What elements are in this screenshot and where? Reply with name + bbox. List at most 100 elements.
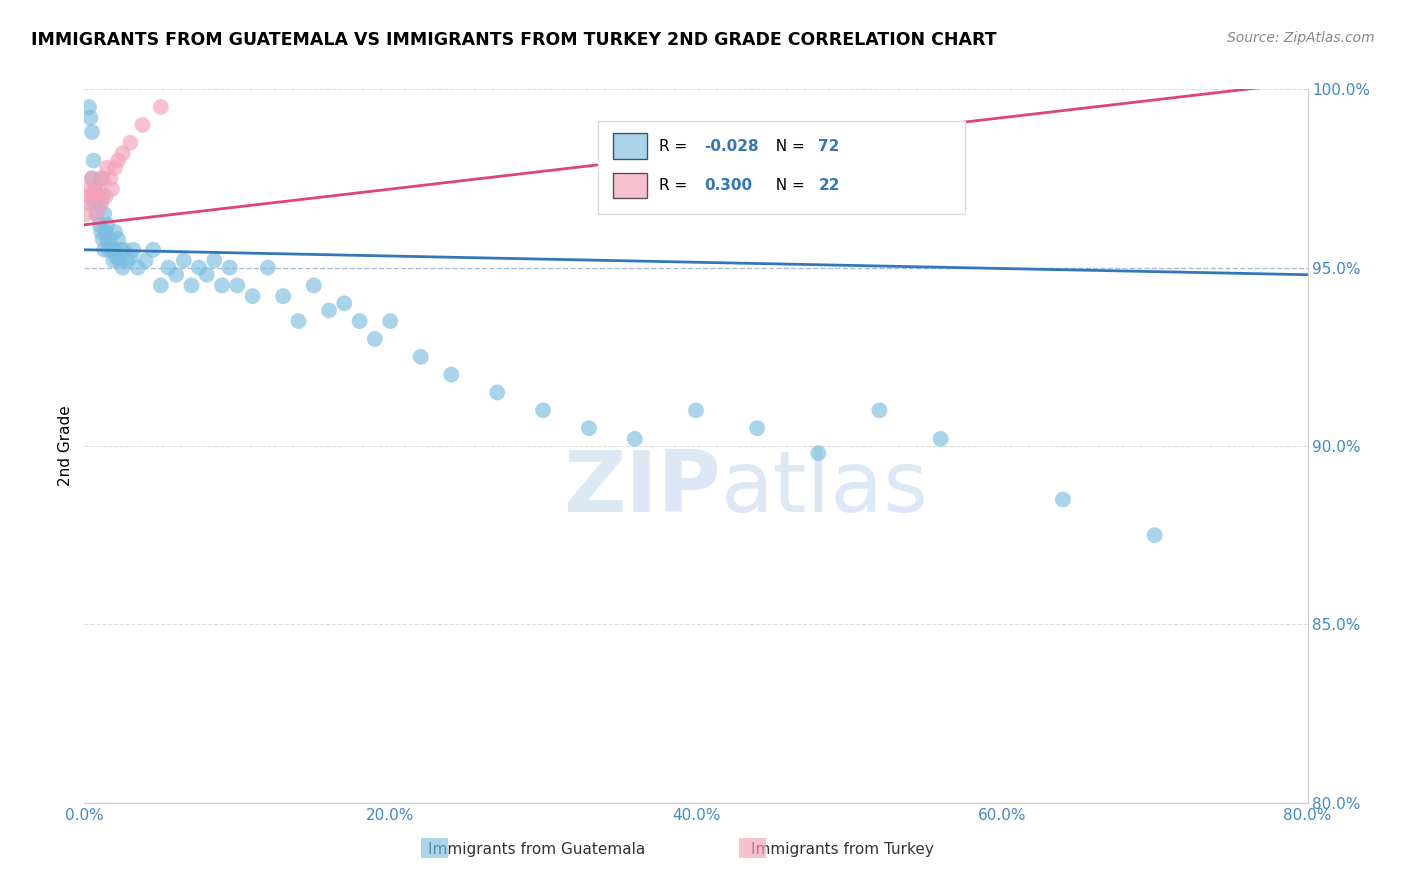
Point [1143,528,1166,542]
Y-axis label: 2nd Grade: 2nd Grade [58,406,73,486]
FancyBboxPatch shape [598,121,965,214]
Point [929,432,952,446]
Point [131,118,153,132]
Point [807,446,830,460]
Point [173,253,195,268]
Text: 22: 22 [818,178,839,193]
Text: N =: N = [766,139,810,153]
Point [90,225,112,239]
Point [202,253,225,268]
Point [333,296,356,310]
Point [96,161,118,175]
Point [180,278,202,293]
Point [90,171,112,186]
Point [75,207,97,221]
Point [87,189,110,203]
Point [624,432,647,446]
Point [218,260,240,275]
Point [287,314,309,328]
Text: IMMIGRANTS FROM GUATEMALA VS IMMIGRANTS FROM TURKEY 2ND GRADE CORRELATION CHART: IMMIGRANTS FROM GUATEMALA VS IMMIGRANTS … [31,31,997,49]
Point [195,268,218,282]
Point [157,260,180,275]
Point [349,314,371,328]
Point [110,243,132,257]
Point [98,232,121,246]
Point [79,196,101,211]
Point [165,268,187,282]
Point [86,207,108,221]
Text: Source: ZipAtlas.com: Source: ZipAtlas.com [1227,31,1375,45]
Point [107,232,129,246]
Point [80,125,103,139]
Point [93,243,115,257]
Point [142,243,165,257]
Point [98,171,121,186]
Point [105,250,128,264]
Point [149,278,172,293]
Point [115,253,138,268]
Point [257,260,280,275]
Point [86,207,108,221]
Bar [420,838,447,858]
Point [101,182,124,196]
Point [380,314,402,328]
Point [440,368,463,382]
Point [531,403,554,417]
Bar [738,838,766,858]
Point [94,189,117,203]
Point [84,182,107,196]
Point [242,289,264,303]
Text: -0.028: -0.028 [704,139,759,153]
Text: Immigrants from Turkey: Immigrants from Turkey [751,842,934,856]
Point [77,189,100,203]
Point [84,182,107,196]
Text: R =: R = [659,139,692,153]
FancyBboxPatch shape [613,173,647,198]
Point [486,385,509,400]
Point [104,161,127,175]
Point [83,153,105,168]
Text: R =: R = [659,178,692,193]
Point [87,189,110,203]
Point [91,171,114,186]
Point [364,332,387,346]
Text: ZIP: ZIP [562,447,720,531]
Point [80,171,103,186]
Point [120,250,142,264]
Point [578,421,600,435]
Point [318,303,340,318]
Point [80,171,103,186]
Point [127,260,149,275]
Point [83,189,105,203]
Point [149,100,172,114]
Text: 72: 72 [818,139,839,153]
Point [96,218,118,232]
Point [107,153,129,168]
Point [211,278,233,293]
Point [747,421,769,435]
Point [108,253,131,268]
Point [83,196,105,211]
Point [90,196,112,211]
Point [96,232,118,246]
Point [1052,492,1074,507]
Point [91,232,114,246]
Point [94,225,117,239]
Point [111,260,134,275]
Point [120,136,142,150]
Point [188,260,211,275]
Point [89,182,111,196]
Point [122,243,145,257]
Point [135,253,157,268]
Point [93,207,115,221]
Point [685,403,707,417]
Point [89,196,111,211]
Text: Immigrants from Guatemala: Immigrants from Guatemala [429,842,645,856]
Point [104,225,127,239]
Point [101,243,124,257]
Point [112,243,135,257]
Point [79,111,101,125]
Point [271,289,294,303]
Point [302,278,325,293]
Point [409,350,432,364]
